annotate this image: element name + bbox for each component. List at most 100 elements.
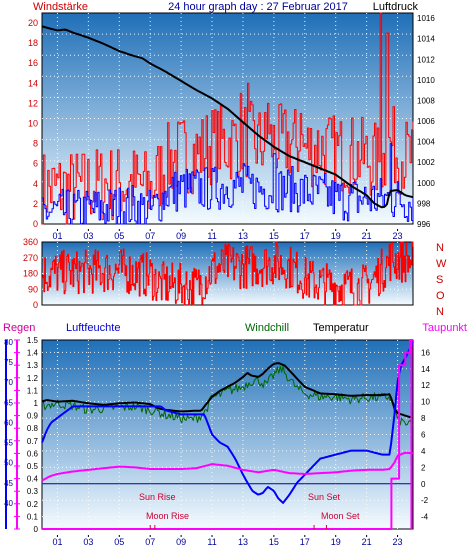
wind-xtick: 17 [300, 231, 310, 241]
pressure-line [41, 25, 414, 209]
temp-ytick: 4 [421, 447, 426, 456]
compass-s: S [436, 274, 443, 286]
rain-ytick: 1.5 [27, 336, 39, 345]
wind-xtick: 07 [145, 231, 155, 241]
wind-xtick: 05 [114, 231, 124, 241]
pressure-ytick: 1006 [417, 117, 435, 126]
rain-ytick: 0 [34, 525, 39, 534]
temp-ytick: 12 [421, 381, 430, 390]
humidity-ytick: 50 [4, 459, 13, 468]
wind-ytick: 2 [33, 199, 38, 209]
pressure-ytick: 1012 [417, 55, 435, 64]
chart-title: 24 hour graph day : 27 Februar 2017 [168, 1, 348, 13]
pressure-ytick: 1014 [417, 35, 435, 44]
taupunkt-label: Taupunkt [422, 322, 467, 334]
rain-ytick: 1.3 [27, 361, 39, 370]
rain-ytick: 0.5 [27, 462, 39, 471]
hum-xtick: 13 [238, 537, 248, 547]
temp-ytick: 16 [421, 348, 430, 357]
wind-ytick: 12 [28, 98, 38, 108]
wind-ytick: 0 [33, 219, 38, 229]
compass-n-top: N [436, 242, 444, 254]
wind-ytick: 4 [33, 179, 38, 189]
wind-ytick: 6 [33, 159, 38, 169]
temp-ytick: -2 [421, 496, 429, 505]
pressure-ytick: 1010 [417, 76, 435, 85]
luftdruck-label: Luftdruck [373, 1, 419, 13]
pressure-ytick: 1016 [417, 14, 435, 23]
hum-xtick: 07 [145, 537, 155, 547]
panel-humidity-area [41, 339, 414, 530]
humidity-ytick: 70 [4, 378, 13, 387]
temp-ytick: 10 [421, 398, 430, 407]
wind-ytick: 16 [28, 58, 38, 68]
sun-rise-label: Sun Rise [139, 492, 176, 502]
wind-ytick: 10 [28, 119, 38, 129]
rain-ytick: 0.9 [27, 412, 39, 421]
hum-xtick: 09 [176, 537, 186, 547]
temp-ytick: -4 [421, 513, 429, 522]
humidity-line [41, 341, 414, 504]
compass-n-bottom: N [436, 306, 444, 318]
temp-ytick: 8 [421, 414, 426, 423]
wind-xtick: 03 [83, 231, 93, 241]
rain-ytick: 0.2 [27, 500, 39, 509]
sun-set-label: Sun Set [308, 492, 341, 502]
rain-ytick: 1.4 [27, 349, 39, 358]
wind-xtick: 09 [176, 231, 186, 241]
pressure-ytick: 1002 [417, 158, 435, 167]
hum-xtick: 03 [83, 537, 93, 547]
rain-ytick: 0.4 [27, 475, 39, 484]
dir-ytick: 90 [28, 284, 38, 294]
pressure-ytick: 996 [417, 220, 431, 229]
wind-xtick: 01 [52, 231, 62, 241]
rain-ytick: 0.1 [27, 512, 39, 521]
wind-ytick: 18 [28, 38, 38, 48]
wind-ytick: 20 [28, 18, 38, 28]
hum-xtick: 23 [393, 537, 403, 547]
temp-ytick: 14 [421, 365, 430, 374]
humidity-ytick: 55 [4, 439, 13, 448]
compass-w: W [436, 258, 447, 270]
wind-xtick: 11 [207, 231, 216, 241]
temperatur-label: Temperatur [313, 322, 369, 334]
rain-ytick: 1 [34, 399, 39, 408]
temp-ytick: 6 [421, 431, 426, 440]
temp-ytick: 2 [421, 463, 426, 472]
regen-label: Regen [3, 322, 35, 334]
dir-ytick: 180 [23, 269, 38, 279]
humidity-ytick: 40 [4, 499, 13, 508]
hum-xtick: 19 [331, 537, 341, 547]
wind-gust-line [42, 12, 414, 225]
wind-ytick: 8 [33, 139, 38, 149]
rain-ytick: 1.1 [27, 386, 39, 395]
humidity-ytick: 45 [4, 479, 13, 488]
windstarke-label: Windstärke [33, 1, 88, 13]
hum-xtick: 05 [114, 537, 124, 547]
luftfeuchte-label: Luftfeuchte [66, 322, 120, 334]
rain-ytick: 1.2 [27, 374, 39, 383]
rain-line [42, 339, 413, 530]
pressure-ytick: 1008 [417, 96, 435, 105]
hum-xtick: 21 [362, 537, 372, 547]
temp-ytick: 0 [421, 480, 426, 489]
rain-ytick: 0.6 [27, 449, 39, 458]
pressure-ytick: 998 [417, 199, 431, 208]
moon-rise-label: Moon Rise [146, 511, 189, 521]
humidity-ytick: 65 [4, 398, 13, 407]
wind-xtick: 15 [269, 231, 279, 241]
windchill-label: Windchill [245, 322, 289, 334]
direction-line [42, 241, 414, 306]
dir-ytick: 0 [33, 300, 38, 310]
hum-xtick: 17 [300, 537, 310, 547]
humidity-ytick: 75 [4, 358, 13, 367]
rain-ytick: 0.7 [27, 437, 39, 446]
hum-xtick: 15 [269, 537, 279, 547]
dir-ytick: 360 [23, 237, 38, 247]
moon-set-label: Moon Set [321, 511, 360, 521]
hum-xtick: 11 [207, 537, 216, 547]
rain-ytick: 0.8 [27, 424, 39, 433]
rain-ytick: 0.3 [27, 487, 39, 496]
wind-speed-line [42, 143, 414, 225]
dewpoint-line [41, 451, 414, 482]
